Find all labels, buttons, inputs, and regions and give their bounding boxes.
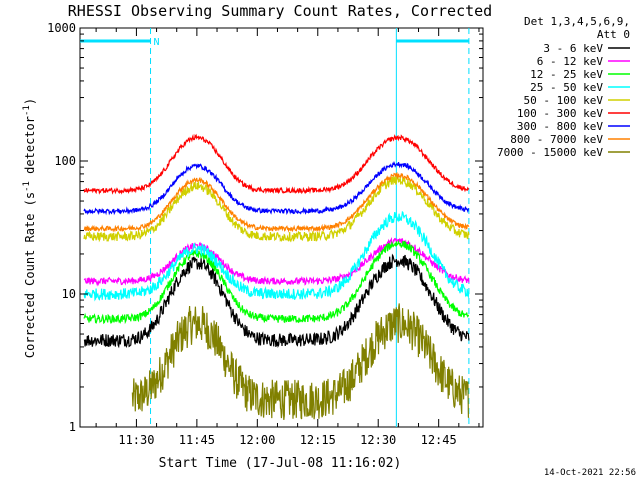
y-axis-label-end: ): [23, 98, 37, 105]
legend-label: 100 - 300 keV: [517, 107, 603, 120]
y-axis-label-sup1: -1: [22, 181, 32, 192]
saa-label: N: [154, 37, 160, 48]
series-line: [83, 160, 469, 216]
legend-label: 50 - 100 keV: [524, 94, 604, 107]
footer-timestamp: 14-Oct-2021 22:56: [544, 468, 636, 478]
chart-title: RHESSI Observing Summary Count Rates, Co…: [68, 2, 492, 20]
series-line: [83, 253, 470, 349]
series-line: [83, 210, 470, 302]
x-tick-label: 12:45: [421, 433, 457, 447]
y-axis-label-main: Corrected Count Rate (s: [23, 192, 37, 358]
series-line: [83, 133, 470, 195]
legend-label: 300 - 800 keV: [517, 120, 603, 133]
legend-header-line2: Att 0: [597, 28, 630, 41]
axes: 1 10 100 1000 11:30 11:45 12:00 12:15 12:30 12:45: [47, 21, 483, 447]
y-tick-label: 1000: [47, 21, 76, 35]
y-axis-label-mid: detector: [23, 116, 37, 181]
legend-header-line1: Det 1,3,4,5,6,9,: [524, 15, 630, 28]
y-axis-label-sup2: -1: [22, 105, 32, 116]
legend-label: 800 - 7000 keV: [510, 133, 603, 146]
series-line: [83, 175, 470, 243]
y-tick-label: 1: [69, 420, 76, 434]
y-tick-label: 10: [62, 287, 76, 301]
x-tick-label: 12:30: [360, 433, 396, 447]
legend-label: 3 - 6 keV: [543, 42, 603, 55]
y-axis-label: Corrected Count Rate (s-1 detector-1): [22, 98, 37, 358]
x-axis-label: Start Time (17-Jul-08 11:16:02): [159, 456, 402, 471]
series-line: [83, 239, 470, 325]
series-line: [83, 171, 470, 233]
series-layer: [83, 133, 470, 420]
legend-label: 7000 - 15000 keV: [497, 146, 603, 159]
legend-label: 6 - 12 keV: [537, 55, 604, 68]
observation-markers: N: [80, 28, 470, 427]
x-tick-label: 11:45: [179, 433, 215, 447]
legend-label: 25 - 50 keV: [530, 81, 603, 94]
x-tick-label: 12:00: [239, 433, 275, 447]
plot-frame: [79, 27, 484, 428]
x-tick-label: 12:15: [300, 433, 336, 447]
x-tick-label: 11:30: [118, 433, 154, 447]
legend-label: 12 - 25 keV: [530, 68, 603, 81]
y-tick-label: 100: [54, 154, 76, 168]
series-line: [131, 303, 470, 420]
